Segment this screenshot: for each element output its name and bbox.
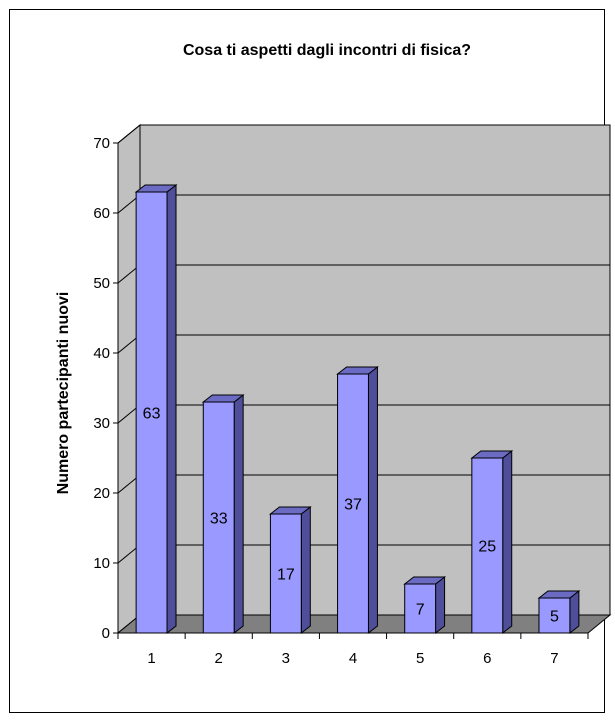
bar-front	[471, 457, 504, 634]
bar-front	[202, 401, 235, 634]
data-label: 25	[478, 539, 496, 556]
bar: 37	[336, 365, 379, 635]
bar-side	[367, 365, 378, 635]
gridline	[117, 124, 610, 144]
x-tick-label: 3	[282, 650, 290, 667]
bar: 33	[201, 393, 245, 635]
y-axis-label: Numero partecipanti nuovi	[55, 292, 72, 495]
x-tick-label: 1	[147, 650, 155, 667]
bar-front	[404, 583, 437, 634]
x-tick-label: 5	[416, 650, 424, 667]
y-tick-label: 30	[93, 415, 110, 432]
bar-side	[233, 393, 244, 635]
data-label: 37	[344, 497, 362, 514]
bar-side	[435, 575, 446, 635]
y-tick-label: 0	[102, 625, 110, 642]
bar-side	[166, 183, 177, 635]
data-label: 5	[550, 609, 559, 626]
bar: 17	[268, 505, 312, 635]
y-tick-label: 60	[93, 205, 110, 222]
bar: 63	[134, 183, 178, 635]
bar-side	[300, 505, 311, 635]
chart-title: Cosa ti aspetti dagli incontri di fisica…	[183, 42, 471, 59]
y-tick-label: 40	[93, 345, 110, 362]
data-label: 63	[143, 406, 161, 423]
y-tick-label: 10	[93, 555, 110, 572]
x-tick-label: 6	[483, 650, 491, 667]
data-label: 17	[277, 567, 295, 584]
bar-front	[269, 513, 302, 634]
y-tick-label: 70	[93, 135, 110, 152]
y-tick-label: 20	[93, 485, 110, 502]
y-tick-label: 50	[93, 275, 110, 292]
x-tick-label: 7	[550, 650, 558, 667]
x-tick-label: 2	[215, 650, 223, 667]
bar: 25	[470, 449, 514, 635]
bar-front	[538, 597, 571, 634]
data-label: 33	[210, 511, 228, 528]
x-tick-label: 4	[349, 650, 357, 667]
data-label: 7	[416, 602, 425, 619]
bar: 7	[403, 575, 447, 635]
bar-front	[337, 373, 369, 634]
bar-side	[502, 449, 513, 635]
bar: 5	[537, 589, 581, 635]
